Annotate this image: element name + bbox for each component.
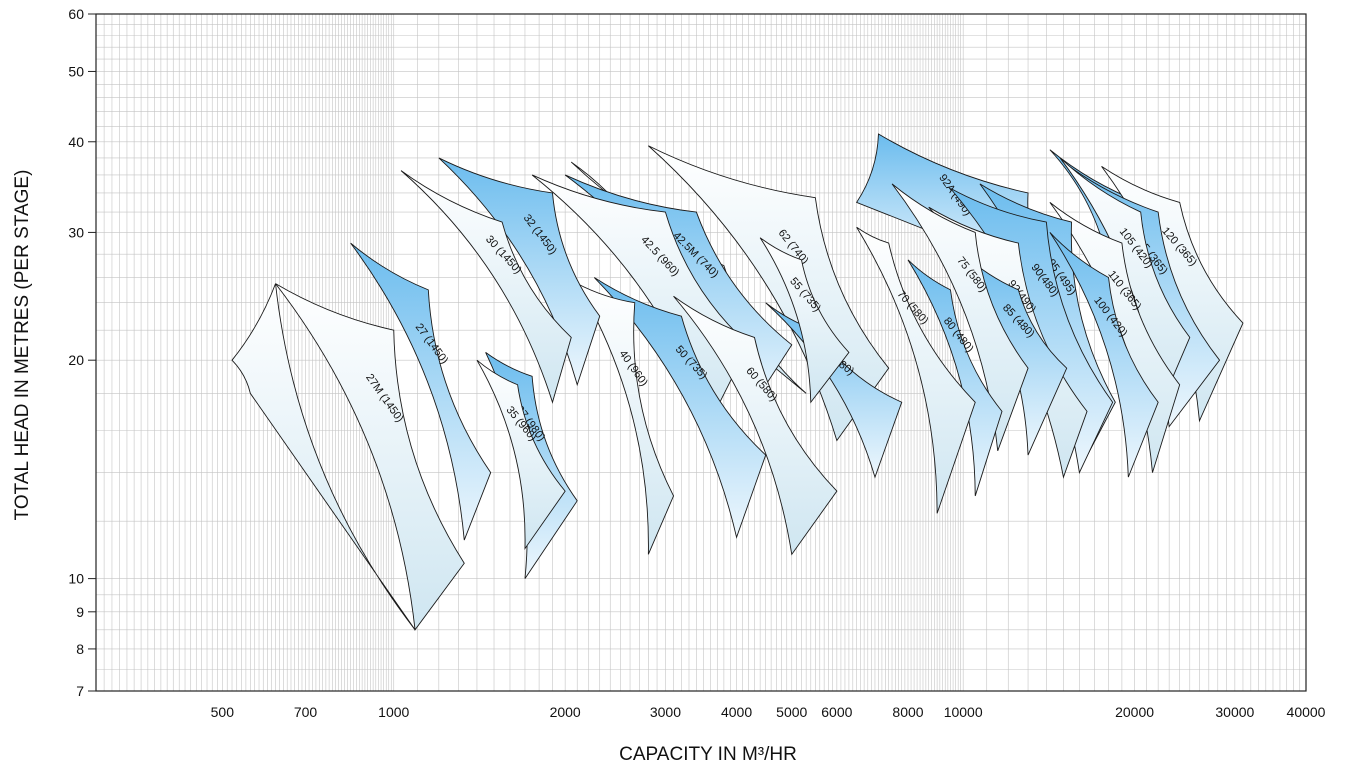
x-tick-label: 5000 <box>776 704 807 720</box>
x-tick-label: 500 <box>211 704 235 720</box>
x-tick-label: 2000 <box>550 704 581 720</box>
pump-envelope-shape <box>231 283 416 631</box>
y-tick-label: 9 <box>76 604 84 620</box>
x-axis-title: CAPACITY IN M³/HR <box>619 744 797 765</box>
y-tick-label: 7 <box>76 683 84 699</box>
y-tick-label: 60 <box>68 6 84 22</box>
y-tick-label: 30 <box>68 224 84 240</box>
x-tick-label: 1000 <box>378 704 409 720</box>
pump-envelope-shape <box>576 282 675 555</box>
x-tick-label: 40000 <box>1287 704 1326 720</box>
y-tick-label: 10 <box>68 571 84 587</box>
y-axis-title: TOTAL HEAD IN METRES (PER STAGE) <box>12 170 33 521</box>
x-tick-label: 10000 <box>944 704 983 720</box>
pump-envelope-shape <box>891 183 1029 451</box>
y-tick-label: 20 <box>68 352 84 368</box>
curves: 45 (960)92A (490)95D(425)120 (365)115 (3… <box>231 133 1244 632</box>
y-axis-ticks: 7 8 9 10 20 30 40 50 60 <box>68 6 96 699</box>
y-tick-label: 8 <box>76 641 84 657</box>
pump-envelope-shape <box>476 359 566 551</box>
x-axis-ticks: 500 700 1000 2000 3000 4000 5000 6000 8000 10000 2… <box>211 704 1326 720</box>
pump-envelope-shape <box>856 226 976 514</box>
pump-envelope-shape <box>673 295 838 556</box>
x-tick-label: 8000 <box>892 704 923 720</box>
pump-curve <box>231 283 416 631</box>
plot-frame <box>95 13 1307 692</box>
x-tick-label: 4000 <box>721 704 752 720</box>
y-tick-label: 50 <box>68 63 84 79</box>
pump-envelope-shape <box>759 237 850 404</box>
x-tick-label: 700 <box>294 704 318 720</box>
x-tick-label: 3000 <box>650 704 681 720</box>
pump-envelope-shape <box>907 259 1003 497</box>
pump-envelope-shape <box>275 283 465 632</box>
x-tick-label: 6000 <box>821 704 852 720</box>
pump-curve: 60 (580) <box>673 295 838 556</box>
pump-envelope-shape <box>593 277 767 539</box>
x-tick-label: 20000 <box>1115 704 1154 720</box>
x-tick-label: 30000 <box>1215 704 1254 720</box>
pump-envelope-shape <box>400 170 572 404</box>
pump-envelope-shape <box>1049 232 1159 478</box>
pump-envelope-shape <box>350 242 492 541</box>
y-tick-label: 40 <box>68 134 84 150</box>
